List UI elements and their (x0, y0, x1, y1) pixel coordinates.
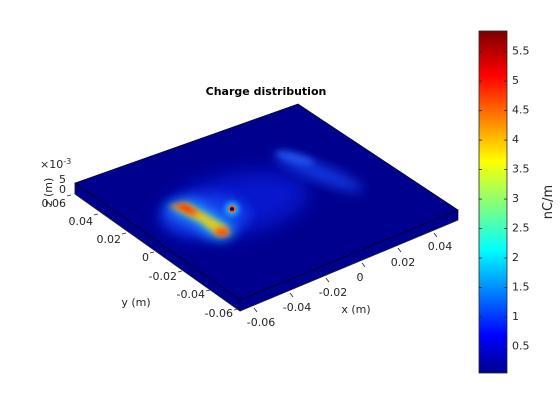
y-tick-mark (121, 232, 127, 235)
x-tick-mark (397, 247, 402, 253)
x-tick-label: -0.02 (319, 286, 347, 299)
y-axis-line (74, 193, 241, 312)
x-tick-marks (253, 232, 438, 313)
colorbar-tick-label: 4 (512, 133, 519, 146)
x-tick-mark (433, 232, 438, 238)
y-tick-label: -0.02 (149, 270, 177, 283)
y-tick-label: -0.04 (177, 288, 205, 301)
colorbar-tick-label: 0.5 (512, 339, 530, 352)
colorbar-tick-label: 1.5 (512, 281, 530, 294)
y-tick-mark (66, 194, 72, 197)
x-tick-labels: -0.06 -0.04 -0.02 0 0.02 0.04 (247, 240, 452, 329)
colorbar-tick-label: 2 (512, 251, 519, 264)
x-axis-label: x (m) (341, 303, 370, 316)
colorbar-tick-label: 1 (512, 310, 519, 323)
x-tick-mark (253, 307, 258, 313)
colorbar-ticks: 0.5 1 1.5 2 2.5 3 3.5 4 4.5 5 5.5 (479, 45, 530, 352)
y-tick-mark (205, 289, 211, 292)
y-tick-marks (66, 194, 239, 311)
y-tick-mark (177, 270, 183, 273)
colorbar-tick-label: 5.5 (512, 45, 530, 58)
x-tick-mark (289, 292, 294, 298)
z-tick-label: 0 (59, 183, 66, 196)
y-tick-labels: -0.06 -0.04 -0.02 0 0.02 0.04 0.06 (42, 197, 234, 320)
x-axis-line (239, 219, 459, 312)
z-tick-label: 5 (59, 173, 66, 186)
x-tick-label: -0.04 (283, 301, 311, 314)
z-axis-label: z (m) (42, 178, 55, 207)
x-tick-label: 0.02 (391, 256, 416, 269)
x-tick-label: 0.04 (428, 240, 453, 253)
y-tick-mark (149, 251, 155, 254)
chart-title: Charge distribution (206, 85, 327, 98)
y-tick-label: 0.06 (42, 197, 67, 210)
slab-top-outline (74, 103, 459, 301)
x-tick-mark (325, 277, 330, 283)
y-tick-label: 0.04 (69, 215, 94, 228)
y-tick-label: -0.06 (205, 307, 233, 320)
y-tick-mark (93, 213, 99, 216)
colorbar-tick-label: 3 (512, 192, 519, 205)
x-tick-label: -0.06 (247, 316, 275, 329)
colorbar (478, 30, 508, 374)
colorbar-label: nC/m (541, 185, 556, 219)
colorbar-tick-label: 5 (512, 74, 519, 87)
y-tick-label: 0.02 (97, 233, 122, 246)
y-tick-mark (233, 308, 239, 311)
x-tick-label: 0 (357, 271, 364, 284)
x-tick-mark (361, 262, 366, 268)
colorbar-tick-label: 2.5 (512, 222, 530, 235)
heatmap-surface (75, 104, 458, 300)
y-axis-label: y (m) (121, 296, 150, 309)
y-tick-label: 0 (142, 251, 149, 264)
colorbar-tick-label: 4.5 (512, 104, 530, 117)
z-exponent-label: ×10-3 (40, 157, 71, 171)
colorbar-tick-label: 3.5 (512, 163, 530, 176)
